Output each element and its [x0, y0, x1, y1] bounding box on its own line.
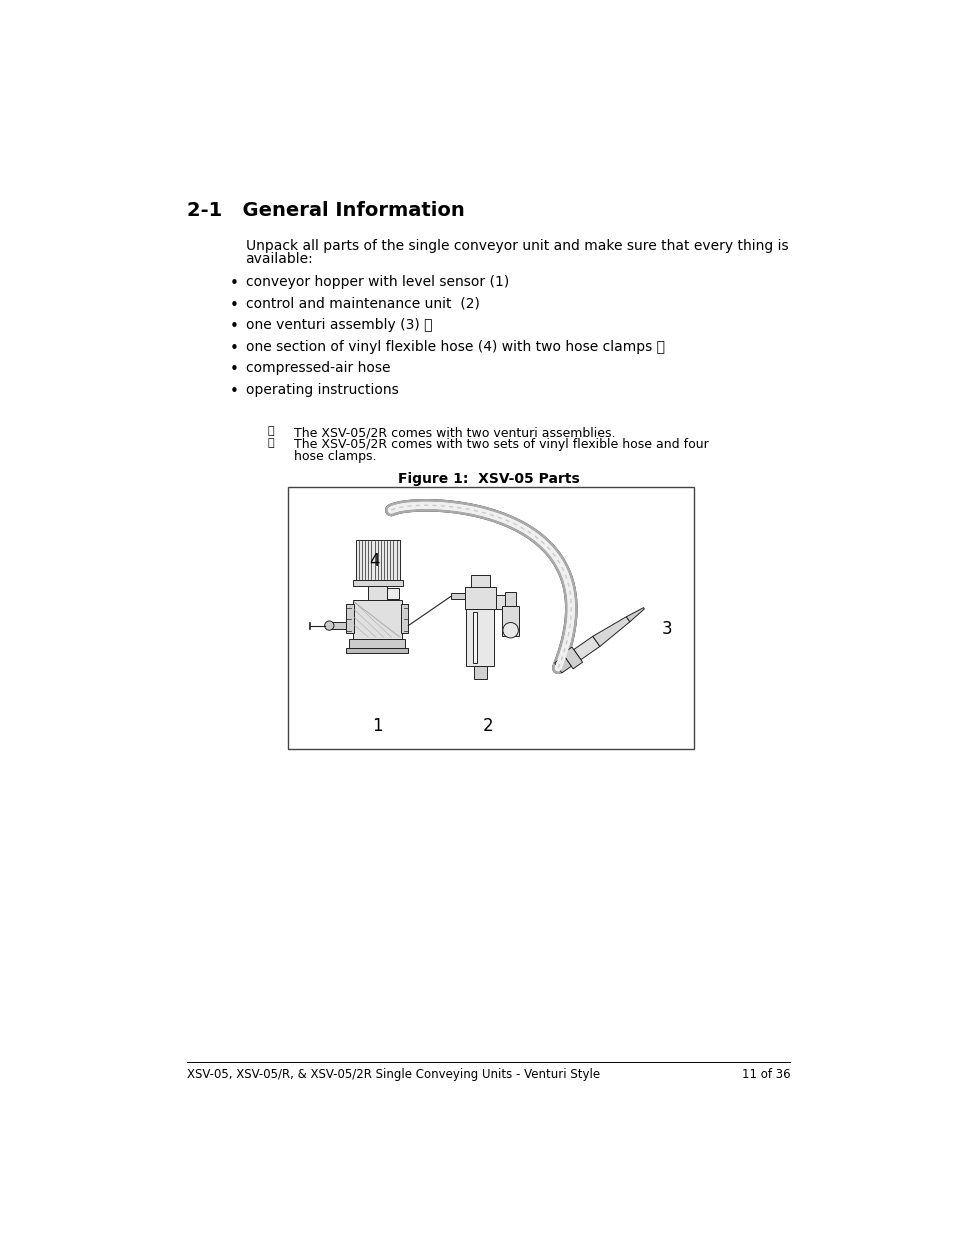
- Text: •: •: [230, 275, 238, 291]
- Text: 4: 4: [369, 552, 379, 571]
- Polygon shape: [562, 647, 582, 669]
- Bar: [288, 487, 694, 748]
- Bar: [451, 593, 464, 599]
- Text: 2-1   General Information: 2-1 General Information: [187, 200, 465, 220]
- Text: compressed-air hose: compressed-air hose: [245, 362, 390, 375]
- Circle shape: [502, 622, 517, 638]
- Text: 2: 2: [482, 718, 493, 735]
- Bar: [353, 600, 402, 638]
- Text: •: •: [230, 384, 238, 399]
- Text: one venturi assembly (3) ⓘ: one venturi assembly (3) ⓘ: [245, 319, 432, 332]
- Bar: [353, 580, 402, 587]
- Text: 3: 3: [661, 620, 672, 637]
- Text: 11 of 36: 11 of 36: [741, 1068, 790, 1082]
- Bar: [400, 604, 408, 634]
- Text: •: •: [230, 298, 238, 312]
- Text: control and maintenance unit  (2): control and maintenance unit (2): [245, 296, 479, 311]
- Bar: [474, 667, 486, 679]
- Text: available:: available:: [245, 252, 313, 267]
- Text: operating instructions: operating instructions: [245, 383, 398, 396]
- Text: ⓘ: ⓘ: [267, 426, 274, 436]
- Polygon shape: [592, 616, 629, 646]
- Bar: [496, 595, 509, 609]
- Polygon shape: [554, 656, 571, 673]
- Bar: [368, 587, 386, 600]
- Text: •: •: [230, 319, 238, 335]
- Text: The XSV-05/2R comes with two venturi assemblies.: The XSV-05/2R comes with two venturi ass…: [294, 426, 615, 440]
- Bar: [472, 611, 476, 663]
- Text: •: •: [230, 341, 238, 356]
- Bar: [464, 587, 496, 609]
- Text: one section of vinyl flexible hose (4) with two hose clamps ⓙ: one section of vinyl flexible hose (4) w…: [245, 340, 664, 354]
- Bar: [471, 574, 489, 587]
- Text: Figure 1:  XSV-05 Parts: Figure 1: XSV-05 Parts: [397, 472, 579, 485]
- Bar: [329, 621, 346, 630]
- Bar: [346, 604, 354, 634]
- Bar: [346, 648, 408, 652]
- Bar: [505, 592, 516, 605]
- Bar: [386, 588, 398, 599]
- Bar: [355, 540, 399, 580]
- Text: Unpack all parts of the single conveyor unit and make sure that every thing is: Unpack all parts of the single conveyor …: [245, 240, 787, 253]
- Bar: [466, 609, 494, 667]
- Polygon shape: [626, 608, 643, 621]
- Text: conveyor hopper with level sensor (1): conveyor hopper with level sensor (1): [245, 275, 508, 289]
- Text: The XSV-05/2R comes with two sets of vinyl flexible hose and four: The XSV-05/2R comes with two sets of vin…: [294, 438, 708, 452]
- Text: 1: 1: [372, 718, 382, 735]
- Text: •: •: [230, 362, 238, 377]
- Bar: [349, 638, 405, 648]
- Text: hose clamps.: hose clamps.: [294, 450, 375, 463]
- Circle shape: [324, 621, 334, 630]
- Text: XSV-05, XSV-05/R, & XSV-05/2R Single Conveying Units - Venturi Style: XSV-05, XSV-05/R, & XSV-05/2R Single Con…: [187, 1068, 600, 1082]
- Bar: [501, 605, 518, 636]
- Text: ⓙ: ⓙ: [267, 438, 274, 448]
- Polygon shape: [573, 636, 599, 659]
